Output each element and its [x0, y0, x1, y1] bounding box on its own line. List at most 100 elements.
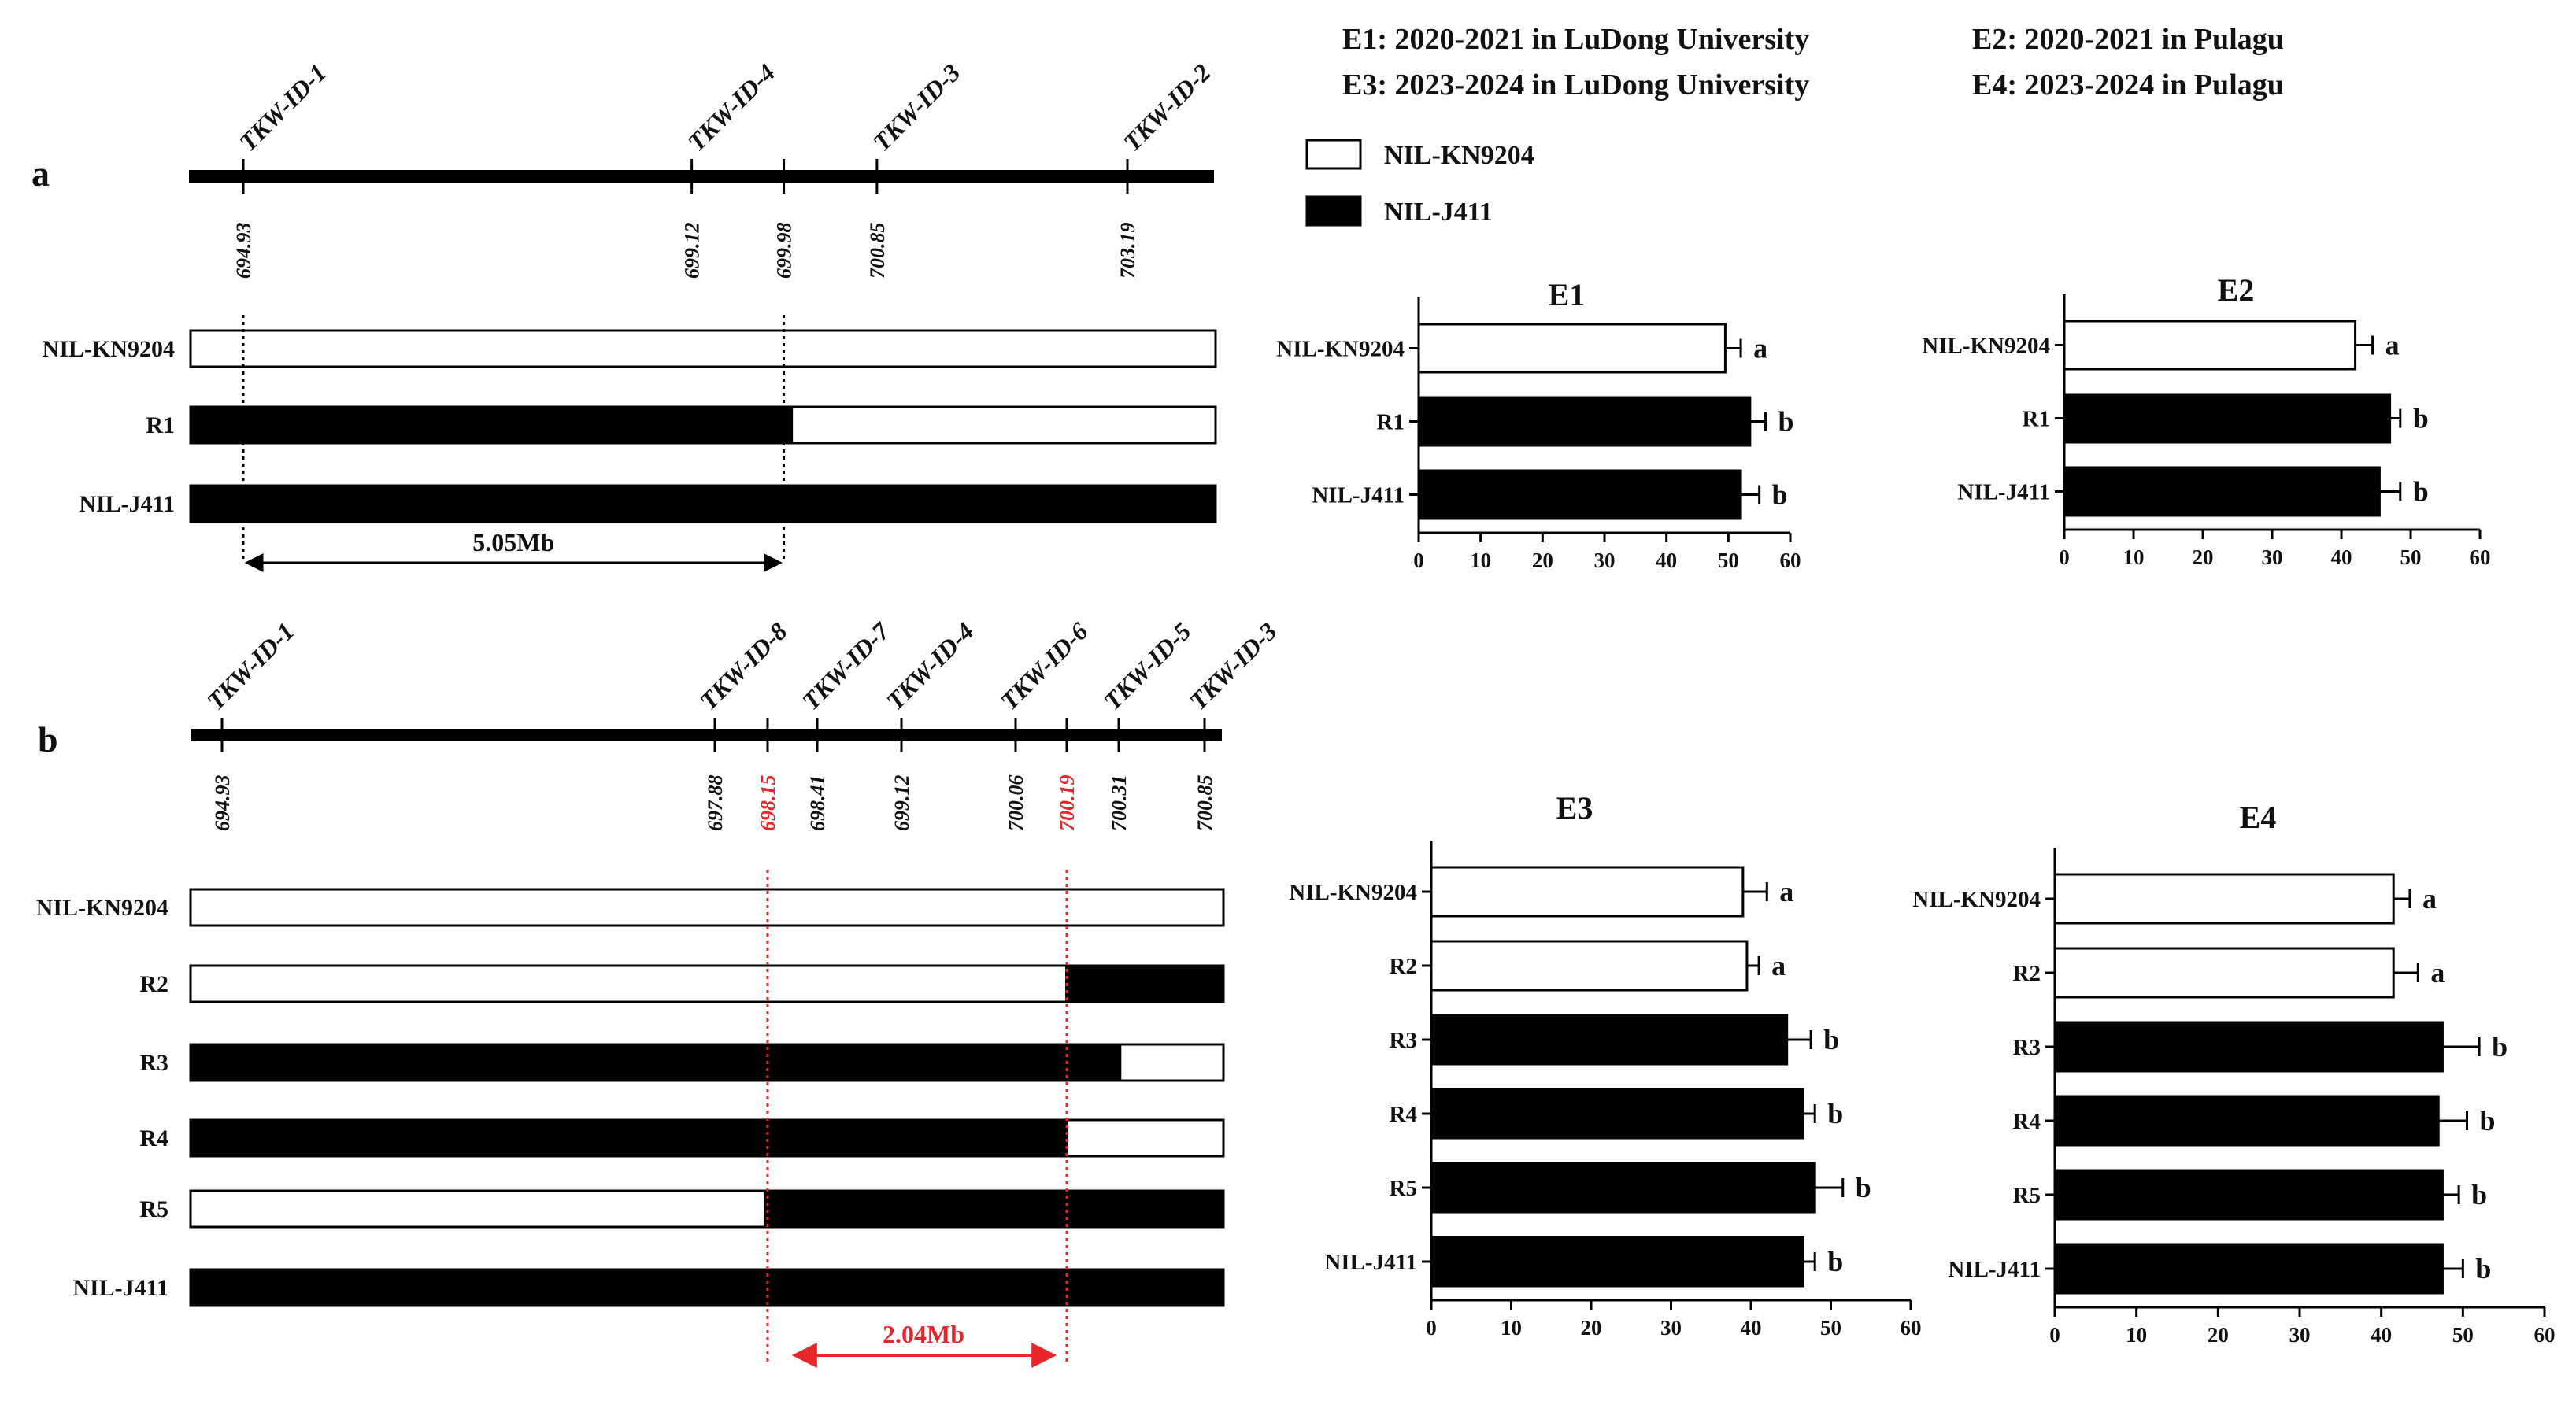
x-tick-label: 10	[2123, 545, 2145, 569]
bar	[2053, 1243, 2444, 1295]
bar-group-nil-kn9204: NIL-KN9204 a	[1289, 866, 1793, 918]
bar	[1417, 396, 1752, 447]
category-label: NIL-J411	[1957, 480, 2050, 505]
significance-letter: a	[2422, 883, 2437, 915]
haplotype-segment-black	[189, 1268, 1225, 1307]
haplotype-segment-black	[1065, 964, 1225, 1003]
x-tick-label: 40	[2331, 545, 2352, 569]
row-label: R1	[146, 412, 175, 438]
chart-title: E4	[2240, 800, 2277, 835]
x-tick-label: 60	[1901, 1316, 1922, 1340]
x-tick-label: 10	[1501, 1316, 1522, 1340]
category-label: R3	[1390, 1028, 1417, 1053]
haplotype-row-nil-j411: NIL-J411	[79, 484, 1217, 523]
category-label: NIL-J411	[1948, 1257, 2041, 1282]
bar-group-nil-kn9204: NIL-KN9204 a	[1922, 320, 2400, 371]
haplotype-segment-black	[189, 1118, 1068, 1158]
category-label: R2	[1390, 954, 1417, 979]
x-tick-label: 20	[1581, 1316, 1602, 1340]
category-label: R5	[1390, 1176, 1417, 1201]
interval-label-a: 5.05Mb	[472, 528, 554, 556]
significance-letter: b	[1823, 1024, 1839, 1055]
x-tick-label: 40	[1741, 1316, 1762, 1340]
x-tick-label: 20	[1532, 549, 1553, 572]
bar	[2053, 1169, 2444, 1221]
bar-group-r3: R3 b	[1390, 1014, 1839, 1066]
breakpoint-position: 700.19	[1056, 775, 1079, 832]
bar	[2063, 320, 2357, 371]
bar-group-nil-j411: NIL-J411 b	[1957, 466, 2429, 517]
row-label: R3	[139, 1050, 168, 1076]
bar	[2053, 1021, 2444, 1073]
bar	[1430, 866, 1745, 918]
bar-group-r4: R4 b	[1390, 1088, 1843, 1140]
haplotype-segment-black	[189, 1043, 1122, 1082]
haplotype-segment-black	[763, 1189, 1225, 1229]
haplotype-segment-white	[189, 329, 1217, 368]
bar-group-r5: R5 b	[2013, 1169, 2487, 1221]
significance-letter: b	[1772, 479, 1788, 511]
category-label: R5	[2013, 1183, 2041, 1208]
haplotype-row-r4: R4	[139, 1118, 1225, 1158]
environment-legend: E1: 2020-2021 in LuDong University E2: 2…	[1342, 23, 2284, 102]
significance-letter: b	[2471, 1179, 2487, 1210]
x-tick-label: 30	[2289, 1323, 2311, 1347]
x-tick-label: 50	[2452, 1323, 2474, 1347]
chart-e2: E2 0 10 20 30 40 50 60 NIL-KN9204 a R1 b NIL-J411 b	[1922, 272, 2490, 569]
haplotype-row-nil-kn9204: NIL-KN9204	[36, 888, 1225, 927]
row-label: NIL-J411	[72, 1275, 168, 1301]
env-legend-e1: E1: 2020-2021 in LuDong University	[1342, 23, 1809, 56]
chromosome-line-a	[189, 170, 1214, 183]
marker-label-tkw-id-1: TKW-ID-1	[233, 58, 331, 157]
legend-label-j411: NIL-J411	[1384, 198, 1493, 227]
marker-position: 698.41	[806, 775, 829, 832]
bar	[2063, 466, 2381, 517]
genotype-legend: NIL-KN9204 NIL-J411	[1305, 139, 1534, 227]
bar	[2053, 1095, 2440, 1147]
x-tick-label: 10	[1470, 549, 1491, 572]
panel-a-map: TKW-ID-1 694.93 TKW-ID-4 699.12 699.98 TKW-ID…	[43, 58, 1217, 572]
x-tick-label: 50	[2400, 545, 2422, 569]
haplotype-row-nil-j411: NIL-J411	[72, 1268, 1225, 1307]
category-label: R1	[1377, 410, 1405, 435]
significance-letter: b	[2475, 1253, 2491, 1284]
haplotype-row-nil-kn9204: NIL-KN9204	[43, 329, 1217, 368]
bar	[1417, 323, 1727, 374]
marker-position: 694.93	[232, 223, 255, 279]
bar	[1430, 1088, 1804, 1140]
x-tick-label: 30	[1594, 549, 1616, 572]
panel-b-label: b	[38, 719, 58, 759]
significance-letter: b	[1778, 406, 1794, 438]
bar	[1430, 1236, 1804, 1288]
bar-group-nil-kn9204: NIL-KN9204 a	[1276, 323, 1767, 374]
chromosome-line-b	[191, 729, 1222, 741]
bar-group-r1: R1 b	[2023, 393, 2429, 444]
bar-group-nil-kn9204: NIL-KN9204 a	[1912, 873, 2437, 925]
haplotype-row-r1: R1	[146, 405, 1217, 445]
haplotype-segment-white	[189, 1189, 766, 1229]
category-label: NIL-KN9204	[1289, 880, 1417, 905]
marker-label-tkw-id-5: TKW-ID-5	[1097, 617, 1196, 715]
panel-b-map: TKW-ID-1 694.93 TKW-ID-8 697.88 698.15 TKW-ID…	[36, 615, 1282, 1368]
category-label: NIL-KN9204	[1912, 887, 2041, 912]
haplotype-segment-black	[189, 405, 794, 445]
bar	[1430, 1014, 1789, 1066]
x-tick-label: 60	[2470, 545, 2491, 569]
chart-title: E2	[2218, 272, 2255, 308]
significance-letter: a	[1771, 950, 1786, 981]
category-label: R3	[2013, 1035, 2041, 1060]
bar	[2063, 393, 2392, 444]
row-label: R5	[139, 1196, 168, 1222]
bar	[1430, 940, 1749, 992]
category-label: R1	[2023, 407, 2050, 432]
bar-group-r2: R2 a	[1390, 940, 1786, 992]
haplotype-segment-black	[189, 484, 1217, 523]
x-tick-label: 0	[1426, 1316, 1437, 1340]
x-tick-label: 30	[2262, 545, 2283, 569]
haplotype-segment-white	[1065, 1118, 1225, 1158]
chart-e1: E1 0 10 20 30 40 50 60 NIL-KN9204 a R1 b NIL-J411 b	[1276, 277, 1801, 572]
haplotype-segment-white	[189, 888, 1225, 927]
